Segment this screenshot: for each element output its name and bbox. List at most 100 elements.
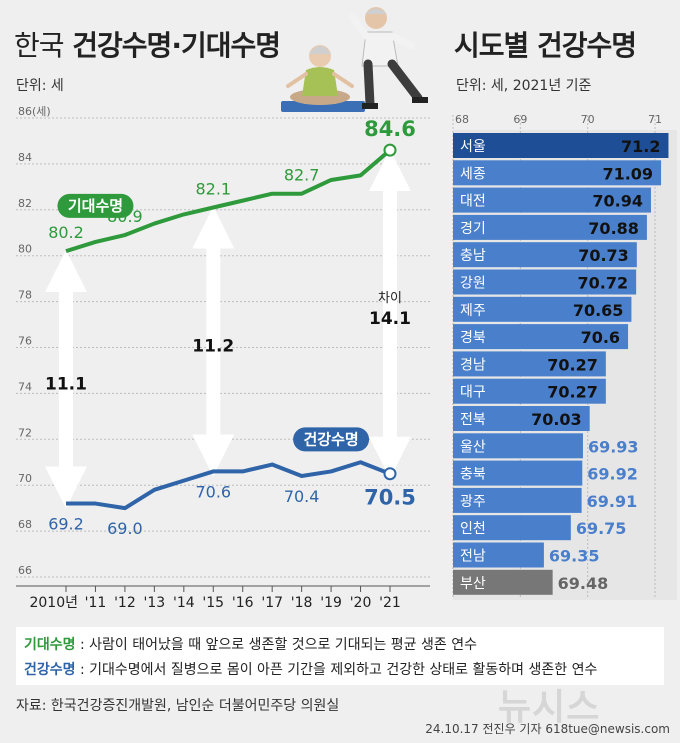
value-label: 70.72: [578, 274, 629, 293]
data-label: 70.6: [195, 482, 231, 501]
bar: [453, 324, 629, 350]
x-tick-label: 69: [513, 113, 527, 126]
category-label: 부산: [460, 576, 486, 592]
data-label: 80.2: [48, 223, 84, 242]
x-tick-label: 68: [455, 113, 469, 126]
x-tick-label: '21: [379, 595, 401, 611]
bar: [453, 133, 669, 158]
category-label: 인천: [460, 521, 486, 537]
bar: [453, 569, 553, 595]
value-label: 69.48: [558, 574, 609, 593]
value-label: 70.65: [573, 301, 624, 320]
data-label: 82.7: [284, 166, 320, 185]
page-title: 한국 건강수명·기대수명: [14, 24, 281, 64]
bar: [453, 296, 632, 322]
value-label: 69.92: [587, 465, 638, 484]
value-label: 70.27: [547, 383, 598, 402]
bar: [453, 269, 637, 295]
regional-chart-title: 시도별 건강수명: [454, 29, 637, 62]
category-label: 충남: [460, 248, 486, 264]
watermark-logo: 뉴시스: [498, 687, 601, 728]
meditating-person-icon: [281, 45, 365, 112]
bar: [453, 187, 651, 213]
end-point-marker: [383, 143, 397, 157]
y-tick-label: 68: [18, 518, 32, 531]
data-label: 84.6: [364, 117, 416, 141]
value-label: 69.93: [588, 437, 639, 456]
category-label: 세종: [460, 166, 486, 182]
bar: [453, 487, 582, 513]
x-tick-label: '12: [114, 595, 136, 611]
category-label: 경북: [460, 330, 486, 346]
bar: [453, 460, 583, 486]
bar: [453, 515, 571, 541]
y-tick-label: 70: [18, 472, 32, 485]
regional-unit-label: 단위: 세, 2021년 기준: [456, 78, 592, 94]
category-label: 대전: [460, 194, 486, 210]
y-tick-label: 82: [18, 197, 32, 210]
x-tick-label: '16: [232, 595, 254, 611]
y-tick-label: 84: [18, 151, 32, 164]
bar: [453, 242, 637, 268]
category-label: 전남: [460, 549, 486, 565]
x-tick-label: '13: [144, 595, 166, 611]
y-tick-label: 72: [18, 426, 32, 439]
definition-healthy-term: 건강수명: [24, 662, 76, 678]
x-tick-label: '20: [350, 595, 372, 611]
tai-chi-person-icon: [348, 7, 428, 109]
unit-label: 단위: 세: [16, 78, 64, 94]
category-label: 광주: [460, 494, 486, 510]
charts-canvas: 66 68 70 72 74 76 78 80 82 84 86(세) 2010년 '11 '12 '13 '…: [16, 7, 677, 611]
value-label: 71.09: [602, 164, 653, 183]
y-tick-label: 86(세): [18, 105, 51, 118]
title-main: 건강수명·기대수명: [72, 29, 281, 62]
bar: [453, 214, 647, 240]
value-label: 69.91: [587, 492, 638, 511]
category-label: 제주: [460, 303, 486, 319]
healthy-life-line: [66, 460, 391, 511]
value-label: 70.03: [531, 410, 582, 429]
x-tick-label: '15: [202, 595, 224, 611]
x-tick-label: 2010년: [29, 595, 78, 611]
data-label: 69.0: [107, 519, 143, 538]
life-expectancy-line-chart: 66 68 70 72 74 76 78 80 82 84 86(세) 2010년 '11 '12 '13 '…: [16, 105, 430, 611]
y-tick-label: 74: [18, 380, 32, 393]
value-label: 69.75: [576, 519, 627, 538]
regional-healthy-life-bar-chart: 68 69 70 71 서울 71.2 세종 71.09 대전 70.94 경기 70.88 충남 70.…: [452, 113, 677, 601]
source-note: 자료: 한국건강증진개발원, 남인순 더불어민주당 의원실: [16, 698, 340, 714]
x-tick-label: '18: [291, 595, 313, 611]
x-tick-label: '17: [261, 595, 283, 611]
x-tick-label: '19: [320, 595, 342, 611]
series-tag-bg: [57, 193, 134, 218]
definition-healthy: 건강수명 : 기대수명에서 질병으로 몸이 아픈 기간을 제외하고 건강한 상태…: [24, 659, 597, 679]
category-label: 경기: [460, 221, 486, 237]
category-label: 강원: [460, 276, 486, 292]
bar: [453, 351, 606, 377]
category-label: 서울: [460, 139, 486, 155]
category-label: 충북: [460, 467, 486, 483]
definitions-box: 기대수명 : 사람이 태어났을 때 앞으로 생존할 것으로 기대되는 평균 생존…: [16, 627, 664, 685]
x-tick-label: '11: [85, 595, 107, 611]
credit-line: 24.10.17 전진우 기자 618tue@newsis.com: [425, 722, 670, 736]
series-name-label: 기대수명: [68, 197, 123, 215]
bar: [453, 433, 583, 459]
illustration: [281, 7, 428, 112]
y-tick-label: 78: [18, 289, 32, 302]
expected-life-line: [65, 148, 392, 254]
x-tick-label: 71: [648, 113, 662, 126]
series-tag-bg: [293, 427, 370, 452]
gap-value-label: 11.1: [45, 374, 87, 394]
definition-expected-text: : 사람이 태어났을 때 앞으로 생존할 것으로 기대되는 평균 생존 연수: [75, 637, 477, 653]
category-label: 경남: [460, 357, 486, 373]
data-label: 69.2: [48, 515, 84, 534]
gap-value-label: 14.1: [369, 309, 411, 329]
bar: [453, 542, 544, 568]
data-label: 70.4: [284, 487, 320, 506]
x-tick-label: 70: [581, 113, 595, 126]
series-name-label: 건강수명: [303, 430, 358, 448]
definition-healthy-text: : 기대수명에서 질병으로 몸이 아픈 기간을 제외하고 건강한 상태로 활동하…: [75, 662, 598, 678]
y-tick-label: 66: [18, 564, 32, 577]
bar: [453, 406, 590, 431]
value-label: 70.88: [588, 219, 639, 238]
y-tick-label: 76: [18, 335, 32, 348]
